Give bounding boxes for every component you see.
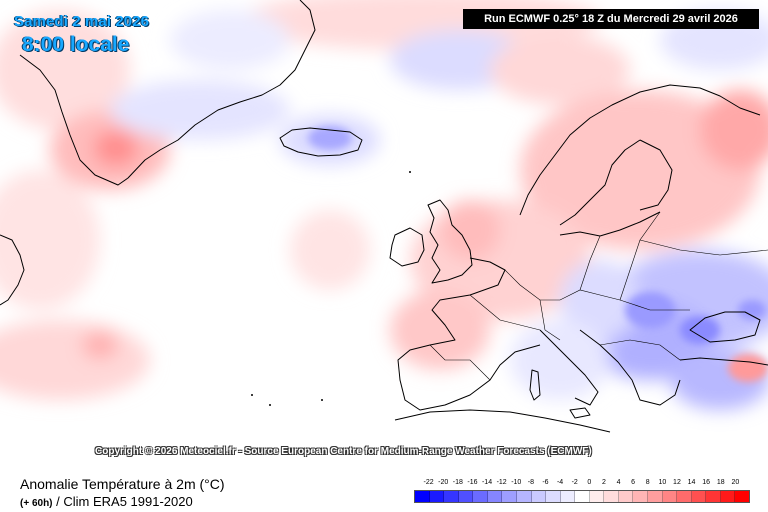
scale-swatch <box>429 491 445 502</box>
scale-tick-label: 10 <box>658 479 667 486</box>
scale-tick-label: 20 <box>731 479 740 486</box>
north-africa-coast <box>394 409 611 433</box>
climatology-label: / Clim ERA5 1991-2020 <box>56 494 193 509</box>
black-sea-coast <box>689 311 761 343</box>
anomaly-shading <box>0 0 768 410</box>
scale-tick-label: -18 <box>452 479 463 486</box>
scale-swatch <box>604 491 619 502</box>
scale-swatch <box>735 491 749 502</box>
sweden-coast <box>559 139 641 226</box>
corsica-sardinia <box>529 369 541 401</box>
scale-swatch <box>589 491 605 502</box>
run-info: Run ECMWF 0.25° 18 Z du Mercredi 29 avri… <box>463 9 759 29</box>
color-scale-labels: -22 -20 -18 -16 -14 -12 -10 -8 -6 -4 -2 0 2 4 6 8 10 12 14… <box>414 479 750 489</box>
scale-tick-label: -22 <box>423 479 434 486</box>
scale-swatch <box>516 491 532 502</box>
scale-tick-label: 12 <box>673 479 681 486</box>
scale-swatch <box>633 491 648 502</box>
ireland-coast <box>389 227 425 267</box>
norway-coast <box>519 84 761 216</box>
scale-swatch <box>706 491 721 502</box>
forecast-date: Samedi 2 mai 2026 <box>14 13 150 30</box>
baltic-coast <box>559 211 661 237</box>
scale-swatch <box>502 491 517 502</box>
scale-tick-label: 0 <box>587 479 592 486</box>
scale-swatch <box>458 491 474 502</box>
country-borders <box>429 211 768 381</box>
scale-swatch <box>662 491 678 502</box>
scale-swatch <box>473 491 488 502</box>
scale-tick-label: 2 <box>601 479 606 486</box>
scale-tick-label: -20 <box>438 479 449 486</box>
map-canvas <box>0 0 768 433</box>
scale-swatch <box>415 491 430 502</box>
scale-swatch <box>648 491 663 502</box>
balkans-coast <box>579 329 681 406</box>
north-america-coast <box>0 234 25 306</box>
scale-swatch <box>444 491 459 502</box>
forecast-lead: (+ 60h) <box>20 498 53 509</box>
legend-subtitle: (+ 60h) / Clim ERA5 1991-2020 <box>20 494 193 509</box>
scale-tick-label: -10 <box>511 479 522 486</box>
legend-footer: Anomalie Température à 2m (°C) (+ 60h) /… <box>0 470 768 512</box>
scale-tick-label: 6 <box>631 479 636 486</box>
scale-swatch <box>575 491 590 502</box>
legend-title: Anomalie Température à 2m (°C) <box>20 476 225 492</box>
scale-swatch <box>560 491 576 502</box>
scale-swatch <box>487 491 503 502</box>
greenland-coast <box>19 0 316 186</box>
scale-tick-label: -4 <box>556 479 564 486</box>
scale-tick-label: -16 <box>467 479 478 486</box>
anomaly-map <box>0 0 768 433</box>
western-europe-coast <box>397 257 541 411</box>
turkey-coast <box>679 357 768 366</box>
iceland-coast <box>279 127 363 157</box>
color-scale-bar <box>414 490 750 503</box>
italy-coast <box>539 329 599 406</box>
scale-swatch <box>677 491 692 502</box>
great-britain-coast <box>427 199 473 284</box>
color-scale: -22 -20 -18 -16 -14 -12 -10 -8 -6 -4 -2 0 2 4 6 8 10 12 14… <box>414 479 750 503</box>
scale-tick-label: 18 <box>716 479 725 486</box>
scale-swatch <box>618 491 634 502</box>
copyright-notice: Copyright © 2026 Meteociel.fr - Source E… <box>95 446 592 457</box>
scale-swatch <box>531 491 547 502</box>
sicily <box>569 407 591 419</box>
scale-swatch <box>546 491 561 502</box>
forecast-time: 8:00 locale <box>22 33 130 56</box>
scale-tick-label: 14 <box>687 479 696 486</box>
scale-tick-label: -12 <box>496 479 507 486</box>
scale-tick-label: 16 <box>702 479 711 486</box>
scale-tick-label: -2 <box>571 479 578 486</box>
scale-tick-label: -6 <box>542 479 549 486</box>
scale-swatch <box>720 491 736 502</box>
coastlines <box>0 0 768 433</box>
finland-coast <box>639 139 673 211</box>
scale-tick-label: 4 <box>616 479 621 486</box>
scale-tick-label: -8 <box>527 479 534 486</box>
islands <box>251 171 411 406</box>
scale-swatch <box>691 491 707 502</box>
scale-tick-label: -14 <box>481 479 493 486</box>
scale-tick-label: 8 <box>645 479 650 486</box>
